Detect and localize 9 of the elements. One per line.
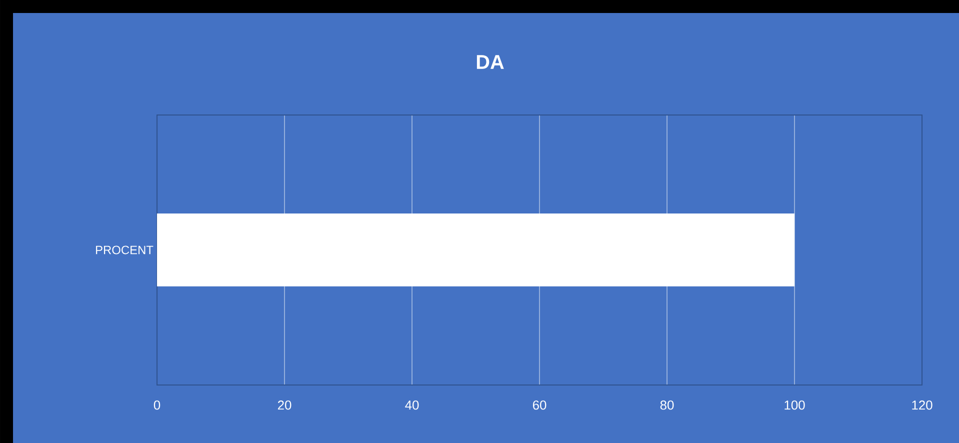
x-tick-label: 120	[912, 400, 932, 410]
x-tick-label: 60	[532, 400, 546, 410]
x-tick-label: 40	[405, 400, 419, 410]
x-tick-label: 0	[154, 400, 160, 410]
x-tick-label: 20	[278, 400, 292, 410]
chart-title: DA	[476, 55, 504, 69]
x-tick-label: 100	[784, 400, 805, 410]
x-tick-label: 80	[660, 400, 674, 410]
y-tick-label: PROCENT	[96, 246, 154, 254]
